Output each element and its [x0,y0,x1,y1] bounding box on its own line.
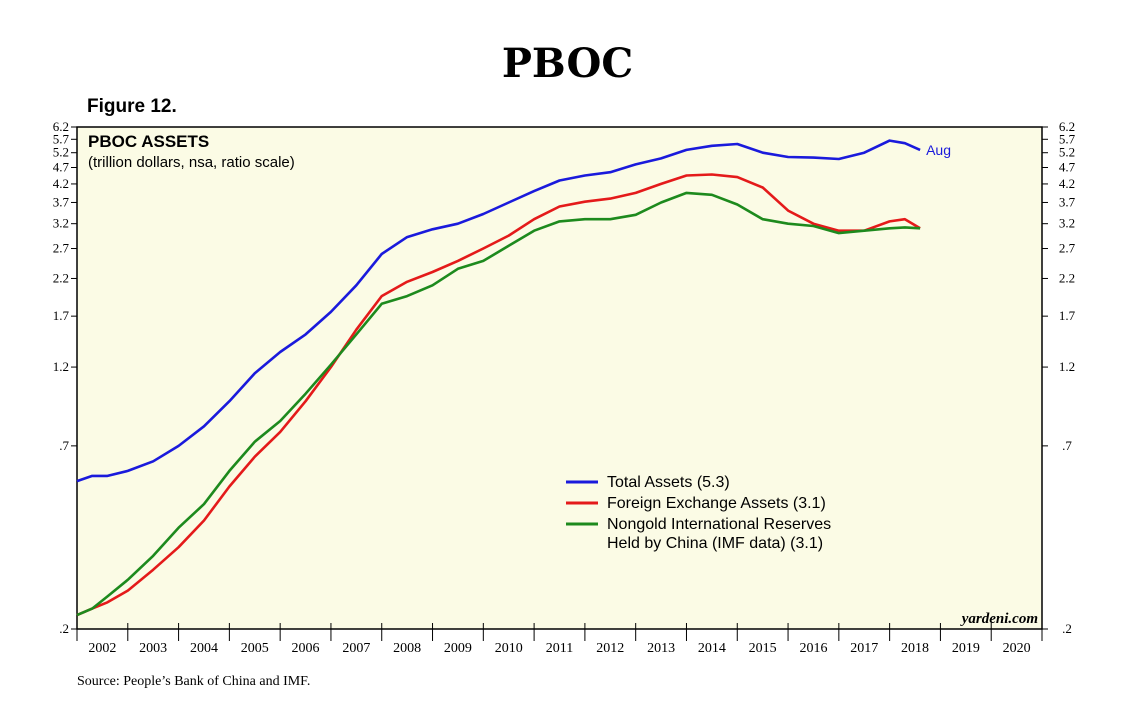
y-tick-label-left: 2.7 [53,241,70,256]
y-tick-label-right: 3.7 [1059,194,1076,209]
x-tick-label: 2019 [952,641,980,656]
y-tick-label-right: 2.7 [1059,241,1076,256]
source-note: Source: People’s Bank of China and IMF. [77,674,311,689]
x-tick-label: 2010 [495,641,523,656]
y-tick-label-right: 5.2 [1059,145,1075,160]
legend-label: Total Assets (5.3) [607,474,730,491]
y-tick-label-right: 4.2 [1059,176,1075,191]
series-line-3 [76,191,921,617]
x-tick-label: 2020 [1003,641,1031,656]
x-tick-label: 2011 [546,641,573,656]
y-tick-label-left: .7 [59,438,69,453]
page-title: PBOC [501,40,634,87]
credit-label: yardeni.com [960,611,1038,627]
x-tick-label: 2005 [241,641,269,656]
x-tick-label: 2004 [190,641,218,656]
y-tick-label-left: 1.7 [53,308,70,323]
y-tick-label-right: 5.7 [1059,131,1076,146]
y-tick-label-left: 3.2 [53,216,69,231]
x-tick-label: 2002 [88,641,116,656]
x-tick-label: 2009 [444,641,472,656]
y-tick-label-right: 1.2 [1059,359,1075,374]
series-line-1 [76,139,921,483]
x-tick-label: 2014 [698,641,726,656]
x-tick-label: 2017 [850,641,878,656]
series-line-2 [76,173,921,617]
y-tick-label-left: 4.7 [53,159,70,174]
y-tick-label-left: 4.2 [53,176,69,191]
y-tick-label-left: 5.7 [53,131,70,146]
x-tick-label: 2006 [292,641,320,656]
y-tick-label-right: 4.7 [1059,159,1076,174]
x-tick-label: 2015 [749,641,777,656]
x-tick-label: 2016 [799,641,827,656]
x-tick-label: 2013 [647,641,675,656]
y-tick-label-right: 3.2 [1059,216,1075,231]
y-tick-label-right: .7 [1062,438,1072,453]
y-tick-label-left: 6.2 [53,119,69,134]
x-tick-label: 2008 [393,641,421,656]
legend-label: Nongold International Reserves [607,516,831,533]
y-tick-label-left: .2 [59,621,69,636]
y-tick-label-left: 1.2 [53,359,69,374]
chart-title: PBOC ASSETS [88,132,209,151]
legend-label: Held by China (IMF data) (3.1) [607,535,823,552]
end-annotation: Aug [926,142,951,158]
x-tick-label: 2007 [342,641,370,656]
y-tick-label-right: 1.7 [1059,308,1076,323]
y-tick-label-left: 2.2 [53,270,69,285]
axis-ticks: .2 .2 .7 .7 1.2 1.2 1.7 1.7 2.2 2.2 2.7 2.7 3.2 3.2 3.… [53,119,1076,656]
y-tick-label-left: 3.7 [53,194,70,209]
series-layer [76,139,921,617]
plot-area [76,126,1043,630]
legend-label: Foreign Exchange Assets (3.1) [607,495,826,512]
figure-label: Figure 12. [87,96,177,117]
y-tick-label-right: .2 [1062,621,1072,636]
x-tick-label: 2012 [596,641,624,656]
y-tick-label-right: 6.2 [1059,119,1075,134]
y-tick-label-right: 2.2 [1059,270,1075,285]
chart-subtitle: (trillion dollars, nsa, ratio scale) [88,154,295,171]
legend: Total Assets (5.3) Foreign Exchange Asset… [566,474,831,552]
x-tick-label: 2018 [901,641,929,656]
x-tick-label: 2003 [139,641,167,656]
y-tick-label-left: 5.2 [53,145,69,160]
